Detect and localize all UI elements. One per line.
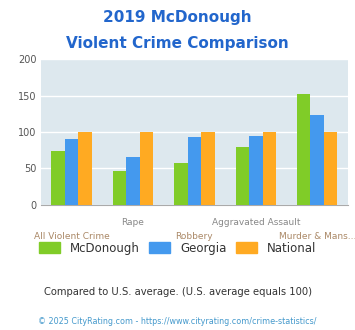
Text: Aggravated Assault: Aggravated Assault <box>212 218 300 227</box>
Bar <box>113 171 126 205</box>
Bar <box>126 157 140 205</box>
Bar <box>235 147 249 205</box>
Text: Rape: Rape <box>121 218 144 227</box>
Text: Robbery: Robbery <box>176 232 213 241</box>
Bar <box>65 139 78 205</box>
Bar <box>78 132 92 205</box>
Text: Murder & Mans...: Murder & Mans... <box>279 232 355 241</box>
Bar <box>297 94 310 205</box>
Text: Compared to U.S. average. (U.S. average equals 100): Compared to U.S. average. (U.S. average … <box>44 287 311 297</box>
Bar <box>201 132 215 205</box>
Bar <box>324 132 338 205</box>
Bar <box>51 151 65 205</box>
Bar <box>140 132 153 205</box>
Text: © 2025 CityRating.com - https://www.cityrating.com/crime-statistics/: © 2025 CityRating.com - https://www.city… <box>38 317 317 326</box>
Bar <box>310 115 324 205</box>
Text: 2019 McDonough: 2019 McDonough <box>103 10 252 25</box>
Bar <box>174 163 187 205</box>
Bar <box>263 132 276 205</box>
Bar <box>187 137 201 205</box>
Text: Violent Crime Comparison: Violent Crime Comparison <box>66 36 289 51</box>
Text: All Violent Crime: All Violent Crime <box>34 232 109 241</box>
Bar <box>249 136 263 205</box>
Legend: McDonough, Georgia, National: McDonough, Georgia, National <box>39 242 316 255</box>
